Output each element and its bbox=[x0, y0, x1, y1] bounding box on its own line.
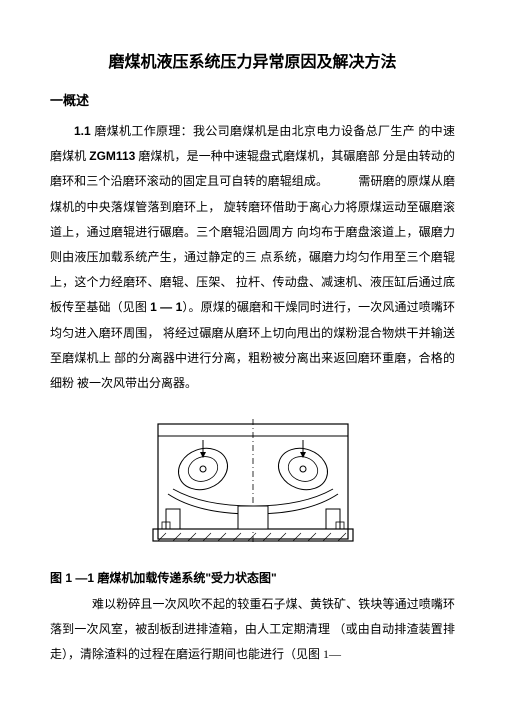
caption-text: 磨煤机加载传递系统"受力状态图" bbox=[97, 571, 276, 585]
paragraph-2: 难以粉碎且一次风吹不起的较重石子煤、黄铁矿、铁块等通过喷嘴环落到一次风室，被刮板… bbox=[50, 592, 455, 668]
paragraph-1: 1.1 磨煤机工作原理：我公司磨煤机是由北京电力设备总厂生产 的中速磨煤机 ZG… bbox=[50, 119, 455, 396]
mill-force-diagram bbox=[138, 414, 368, 554]
section-overview-heading: 一概述 bbox=[50, 90, 455, 109]
figure-caption-1-1: 图 1 —1 磨煤机加载传递系统"受力状态图" bbox=[50, 569, 455, 586]
model-number: ZGM113 bbox=[89, 149, 135, 163]
diagram-figure-1-1 bbox=[50, 414, 455, 559]
para1-text-b: 磨煤机，是一种中速辊盘式磨煤机，其碾磨部 分是由转动的磨环和三个沿磨环滚动的固定… bbox=[50, 149, 455, 314]
para1-number: 1.1 bbox=[74, 124, 94, 138]
fig-ref-1: 1 — 1 bbox=[150, 300, 182, 314]
document-title: 磨煤机液压系统压力异常原因及解决方法 bbox=[50, 48, 455, 72]
caption-lead: 图 1 —1 bbox=[50, 571, 97, 585]
